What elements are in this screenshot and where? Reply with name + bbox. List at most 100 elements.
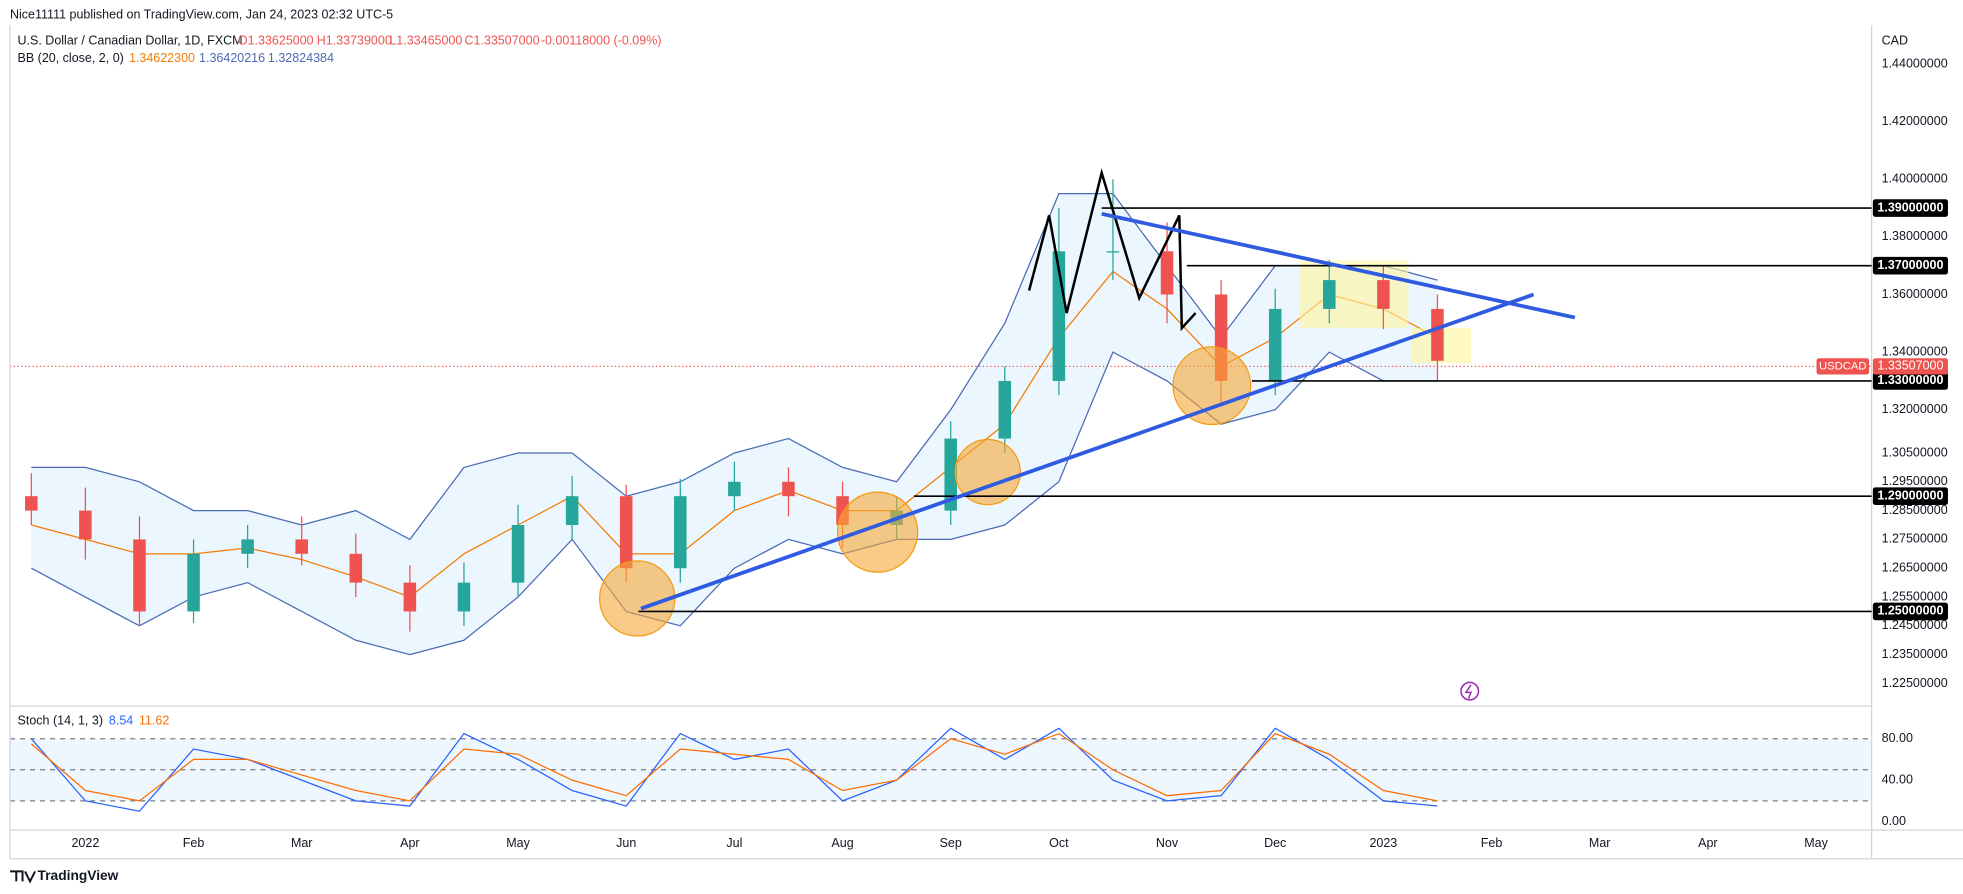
highlight-circle bbox=[1172, 346, 1252, 426]
level-label-box bbox=[1872, 199, 1948, 217]
x-tick-label: May bbox=[506, 836, 530, 850]
published-note: Nice11111 published on TradingView.com, … bbox=[10, 7, 393, 21]
candle-body bbox=[241, 539, 254, 554]
candle-body bbox=[25, 496, 38, 511]
level-label: 1.29000000 bbox=[1877, 488, 1943, 502]
y-tick-label: 1.22500000 bbox=[1882, 676, 1948, 690]
level-label-box bbox=[1872, 487, 1948, 505]
y-tick-label: 1.30500000 bbox=[1882, 445, 1948, 459]
candle-body bbox=[511, 525, 525, 583]
event-icon-bolt bbox=[1464, 684, 1473, 699]
y-tick-label: 1.24500000 bbox=[1882, 618, 1948, 632]
level-label-box bbox=[1872, 256, 1948, 275]
series-layer bbox=[25, 179, 1444, 812]
candle-body bbox=[457, 582, 471, 612]
y-tick-label: 1.32000000 bbox=[1882, 402, 1948, 416]
stoch-line bbox=[30, 727, 1438, 812]
level-label: 1.39000000 bbox=[1877, 200, 1943, 214]
x-tick-label: Aug bbox=[831, 836, 853, 850]
candle-body bbox=[998, 380, 1012, 439]
y-tick-label: 1.36000000 bbox=[1882, 287, 1948, 301]
highlight-circle bbox=[954, 438, 1021, 506]
x-tick-label: Apr bbox=[1698, 836, 1717, 850]
stoch-band bbox=[10, 738, 1872, 801]
candle-body bbox=[944, 438, 957, 511]
trendline bbox=[1101, 211, 1576, 320]
candle-body bbox=[295, 539, 308, 554]
x-tick-label: Apr bbox=[400, 836, 419, 850]
stoch-k-value: 8.54 bbox=[109, 713, 133, 727]
last-price-label: 1.33507000 bbox=[1877, 359, 1943, 373]
symbol-title: U.S. Dollar / Canadian Dollar, 1D, FXCM bbox=[18, 34, 243, 48]
x-tick-label: Jul bbox=[726, 836, 742, 850]
y-tick-label: 1.23500000 bbox=[1882, 647, 1948, 661]
x-tick-label: Mar bbox=[291, 836, 313, 850]
level-label: 1.33000000 bbox=[1877, 373, 1943, 387]
x-tick-label: 2022 bbox=[71, 836, 99, 850]
bb-upper-line bbox=[31, 193, 1438, 541]
ohlc-high: H1.33739000 bbox=[317, 34, 392, 48]
highlight-box bbox=[1299, 260, 1409, 329]
y-tick-label: 1.28500000 bbox=[1882, 503, 1948, 517]
bb-title: BB (20, close, 2, 0) bbox=[18, 51, 124, 65]
y-tick-label: 1.40000000 bbox=[1882, 172, 1948, 186]
candle-body bbox=[728, 481, 741, 497]
level-label-box bbox=[1872, 372, 1948, 390]
y-tick-label: 80.00 bbox=[1882, 731, 1913, 745]
x-tick-label: Sep bbox=[940, 836, 962, 850]
y-tick-label: 1.27500000 bbox=[1882, 532, 1948, 546]
trendline bbox=[640, 292, 1535, 611]
last-price-name-box bbox=[1816, 358, 1870, 375]
bb-upper-value: 1.36420216 bbox=[199, 51, 265, 65]
stoch-title: Stoch (14, 1, 3) bbox=[18, 713, 103, 727]
candle-body bbox=[1377, 280, 1390, 309]
highlight-circle bbox=[836, 491, 919, 573]
candle-body bbox=[565, 496, 579, 526]
candle-body bbox=[619, 496, 633, 569]
zigzag-pattern bbox=[1027, 168, 1197, 332]
last-price-box bbox=[1872, 358, 1948, 375]
y-tick-label: 1.38000000 bbox=[1882, 229, 1948, 243]
bb-lower-value: 1.32824384 bbox=[268, 51, 334, 65]
candle-body bbox=[1268, 308, 1282, 381]
x-tick-label: Mar bbox=[1589, 836, 1611, 850]
last-price-name: USDCAD bbox=[1819, 360, 1867, 372]
highlight-circle bbox=[599, 560, 676, 637]
y-tick-label: 1.34000000 bbox=[1882, 344, 1948, 358]
candle-body bbox=[782, 481, 795, 497]
candle-body bbox=[349, 553, 363, 583]
x-tick-label: Feb bbox=[1481, 836, 1503, 850]
y-tick-label: 0.00 bbox=[1882, 814, 1906, 828]
level-label: 1.37000000 bbox=[1877, 258, 1943, 272]
y-tick-label: 1.42000000 bbox=[1882, 114, 1948, 128]
x-tick-label: Jun bbox=[616, 836, 636, 850]
candle-body bbox=[133, 539, 146, 612]
footer-brand: TradingView bbox=[38, 868, 119, 883]
x-tick-label: May bbox=[1804, 836, 1828, 850]
event-icon[interactable] bbox=[1460, 681, 1480, 701]
stoch-line bbox=[30, 732, 1438, 802]
ohlc-close: C1.33507000 bbox=[464, 34, 539, 48]
currency-label: CAD bbox=[1882, 34, 1908, 48]
y-tick-label: 1.44000000 bbox=[1882, 56, 1948, 70]
ohlc-low: L1.33465000 bbox=[389, 34, 462, 48]
bb-basis-value: 1.34622300 bbox=[129, 51, 195, 65]
overlay-layer: 2022 Feb Mar Apr May Jun Jul Aug Sep Oct Nov Dec 202… bbox=[71, 56, 1948, 850]
candle-body bbox=[403, 582, 417, 612]
y-tick-label: 1.26500000 bbox=[1882, 561, 1948, 575]
level-label: 1.25000000 bbox=[1877, 604, 1943, 618]
x-tick-label: Oct bbox=[1049, 836, 1069, 850]
y-tick-label: 40.00 bbox=[1882, 772, 1913, 786]
y-tick-label: 1.29500000 bbox=[1882, 474, 1948, 488]
bb-fill bbox=[31, 193, 1438, 655]
level-label-box bbox=[1872, 602, 1948, 621]
candle-body bbox=[1160, 251, 1174, 295]
candle-body bbox=[79, 510, 92, 540]
logo-mark bbox=[10, 870, 36, 884]
candle-body bbox=[1323, 280, 1336, 309]
y-tick-label: 1.25500000 bbox=[1882, 589, 1948, 603]
stoch-d-value: 11.62 bbox=[139, 713, 169, 727]
candle-body bbox=[187, 553, 200, 612]
candle-body bbox=[674, 496, 687, 569]
ohlc-open: O1.33625000 bbox=[238, 34, 314, 48]
